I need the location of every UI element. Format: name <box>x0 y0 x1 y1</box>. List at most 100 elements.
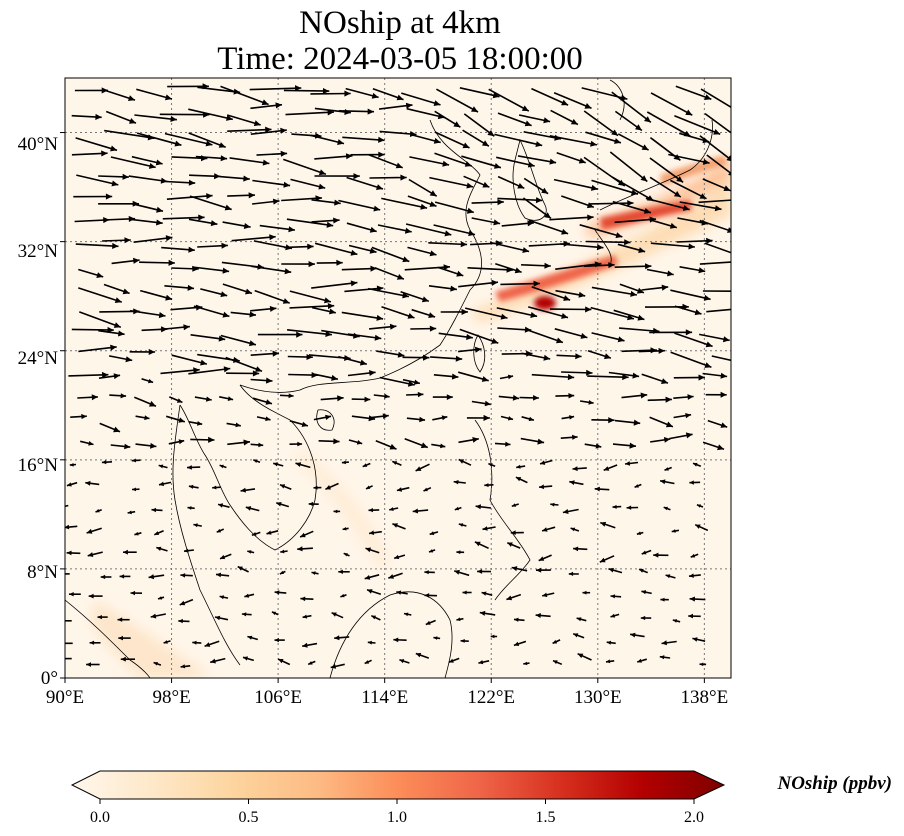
wind-vector-head <box>528 416 534 422</box>
wind-vector <box>510 530 524 535</box>
wind-vector-shaft <box>523 131 562 140</box>
wind-vector <box>624 461 639 466</box>
wind-vector <box>222 221 251 229</box>
wind-vector-head <box>87 552 94 557</box>
wind-vector <box>333 509 341 514</box>
wind-vector-head <box>590 140 597 147</box>
wind-vector-head <box>568 571 574 576</box>
wind-vector-head <box>274 638 279 643</box>
wind-vector <box>314 373 339 381</box>
wind-vector <box>133 396 157 407</box>
wind-vector <box>159 324 190 331</box>
wind-vector-head <box>627 314 634 321</box>
wind-vector <box>240 487 256 493</box>
wind-vector <box>649 329 693 336</box>
wind-vector-head <box>573 546 579 552</box>
wind-vector <box>613 309 645 321</box>
wind-vector <box>109 393 127 399</box>
wind-vector <box>561 195 595 209</box>
wind-vector-shaft <box>459 328 499 344</box>
wind-vector <box>589 200 634 207</box>
wind-vector <box>640 615 652 621</box>
wind-vector <box>429 176 474 189</box>
wind-vector-shaft <box>311 281 358 289</box>
wind-vector-head <box>402 256 410 263</box>
wind-vector <box>501 220 534 227</box>
wind-vector-head <box>640 615 646 621</box>
wind-vector-head <box>690 553 696 558</box>
wind-vector-head <box>562 509 569 514</box>
wind-vector <box>381 306 415 319</box>
wind-vector-head <box>606 659 611 664</box>
wind-vector <box>673 413 692 419</box>
wind-vector-head <box>513 641 520 646</box>
wind-vector-head <box>673 154 681 161</box>
wind-vector-head <box>533 280 540 287</box>
wind-vector <box>219 175 250 182</box>
wind-vector-head <box>603 466 610 471</box>
wind-vector-head <box>273 462 278 467</box>
wind-vector <box>256 416 271 422</box>
wind-vector <box>251 265 292 275</box>
lon-tick-label: 98°E <box>152 687 190 708</box>
colorbar-body <box>70 770 726 800</box>
wind-vector-shaft <box>65 504 69 508</box>
wind-vector <box>688 613 701 619</box>
wind-vector-head <box>543 117 551 124</box>
wind-vector <box>76 174 119 187</box>
wind-vector-head <box>374 334 382 341</box>
wind-vector <box>407 195 437 207</box>
wind-vector-head <box>573 633 579 638</box>
wind-vector <box>381 197 428 210</box>
lon-tick-label: 130°E <box>574 687 622 708</box>
wind-vector <box>180 664 191 669</box>
wind-vector-head <box>340 593 345 598</box>
wind-vector <box>373 393 390 399</box>
wind-vector <box>523 177 549 195</box>
wind-vector <box>674 332 713 348</box>
wind-vector-shaft <box>401 92 441 106</box>
coastline-korea <box>512 138 547 221</box>
wind-vector <box>440 308 468 315</box>
colorbar-tick-label: 1.0 <box>387 809 407 826</box>
wind-vector <box>479 610 496 616</box>
wind-vector <box>410 325 437 332</box>
wind-vector-shaft <box>496 156 535 167</box>
wind-vector-head <box>269 305 277 312</box>
wind-vector-shaft <box>704 112 731 134</box>
wind-vector <box>641 373 669 384</box>
wind-vector-head <box>367 640 372 645</box>
wind-vector <box>689 480 701 485</box>
wind-vector <box>369 413 389 419</box>
wind-vector-shaft <box>668 153 710 164</box>
wind-vector-head <box>698 267 706 274</box>
wind-vector <box>431 443 446 449</box>
wind-vector <box>553 91 592 110</box>
wind-vector-head <box>653 552 659 558</box>
wind-vector-head <box>295 462 302 467</box>
wind-vector-head <box>280 549 285 554</box>
wind-vector <box>531 286 571 301</box>
wind-vector-head <box>69 592 74 597</box>
wind-vector <box>193 305 230 318</box>
wind-vector-head <box>490 634 495 639</box>
wind-vector-head <box>368 508 373 513</box>
wind-vector <box>584 443 602 449</box>
wind-vector <box>338 355 368 366</box>
wind-vector-head <box>154 531 160 535</box>
wind-vector-head <box>237 566 243 571</box>
wind-vector <box>346 222 377 233</box>
wind-vector-head <box>491 338 499 344</box>
wind-vector-head <box>262 159 270 166</box>
wind-vector-head <box>625 461 631 466</box>
korea-strait-plume <box>600 200 692 230</box>
wind-vector <box>111 257 140 265</box>
wind-vector-head <box>170 115 177 122</box>
wind-vector-head <box>649 216 656 223</box>
wind-vector <box>252 179 291 188</box>
lon-tick-label: 122°E <box>467 687 515 708</box>
wind-vector-head <box>456 550 461 555</box>
wind-vector <box>366 589 382 596</box>
wind-vector <box>454 506 462 511</box>
wind-vector-shaft <box>128 175 168 183</box>
